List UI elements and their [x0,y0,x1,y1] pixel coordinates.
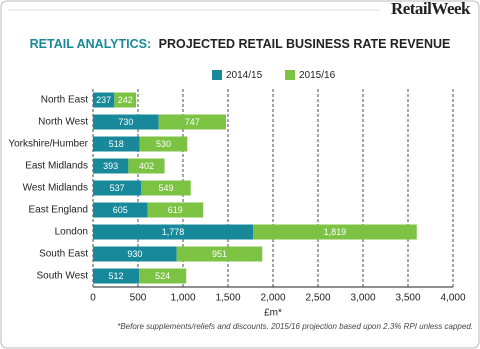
bar-segment [139,268,187,284]
value-label: 530 [156,139,171,149]
x-axis-label: £m* [264,308,282,319]
bar-segment [93,180,142,196]
footnote: *Before supplements/reliefs and discount… [117,322,473,331]
y-tick-label: London [55,227,88,238]
value-label: 730 [118,117,133,127]
bar-segment [147,202,204,218]
bar-segment [253,224,417,240]
x-tick-label: 3,000 [350,293,375,304]
legend-label: 2014/15 [226,70,263,81]
y-tick-label: East Midlands [25,161,88,172]
bar-segment [93,246,177,262]
y-tick-label: West Midlands [23,183,88,194]
x-tick-label: 2,500 [305,293,330,304]
bar-segment [93,92,115,108]
value-label: 930 [127,249,142,259]
value-label: 512 [109,271,124,281]
y-tick-label: South East [39,249,88,260]
title-text: PROJECTED RETAIL BUSINESS RATE REVENUE [159,37,451,51]
bar-segment [128,158,165,174]
value-label: 605 [113,205,128,215]
bar-segment [93,202,148,218]
value-label: 1,819 [324,227,347,237]
title-highlight: RETAIL ANALYTICS: [30,37,152,51]
bar-segment [176,246,263,262]
x-tick-label: 1,500 [215,293,240,304]
value-label: 1,778 [162,227,185,237]
value-label: 619 [168,205,183,215]
bar-segment [158,114,226,130]
chart-title: RETAIL ANALYTICS: PROJECTED RETAIL BUSIN… [30,37,451,51]
legend-swatch [285,70,295,80]
value-label: 402 [139,161,154,171]
bar-segment [93,114,159,130]
bar-segment [93,224,254,240]
y-tick-label: East England [29,205,89,216]
bar-segment [114,92,137,108]
value-label: 518 [109,139,124,149]
x-tick-label: 2,000 [260,293,285,304]
bar-segment [139,136,188,152]
value-label: 747 [185,117,200,127]
legend-label: 2015/16 [299,70,336,81]
bar-segment [93,268,140,284]
value-label: 237 [96,95,111,105]
brand-logo: RetailWeek [391,0,471,18]
x-tick-label: 500 [130,293,147,304]
value-label: 242 [118,95,133,105]
y-tick-label: North East [41,95,88,106]
x-tick-label: 4,000 [440,293,465,304]
y-tick-label: Yorkshire/Humber [8,139,88,150]
value-label: 549 [159,183,174,193]
bar-segment [93,158,129,174]
value-label: 537 [110,183,125,193]
bar-segment [141,180,191,196]
value-label: 951 [212,249,227,259]
y-tick-label: North West [38,117,88,128]
value-label: 524 [155,271,170,281]
x-tick-label: 1,000 [170,293,195,304]
bar-segment [93,136,140,152]
legend-swatch [212,70,222,80]
x-tick-label: 0 [90,293,96,304]
y-tick-label: South West [36,271,88,282]
x-tick-label: 3,500 [395,293,420,304]
value-label: 393 [103,161,118,171]
